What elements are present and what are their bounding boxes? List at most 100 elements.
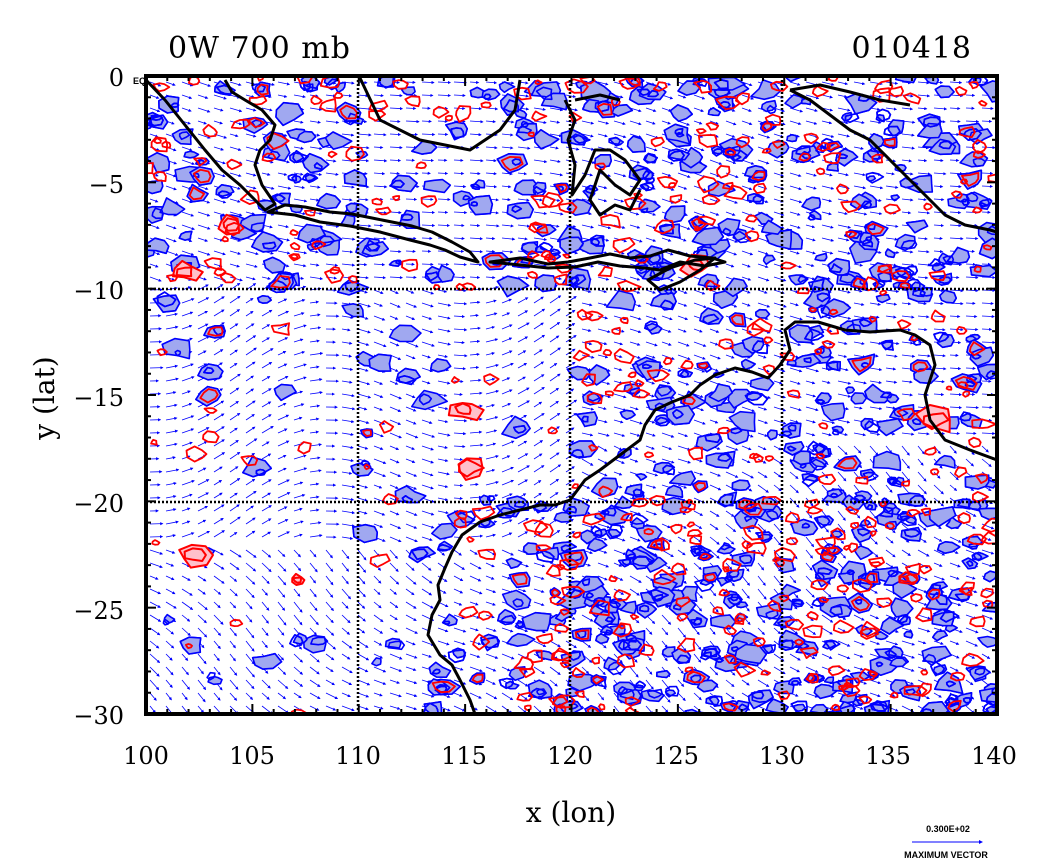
wind-vector (229, 250, 241, 255)
wind-vector (389, 93, 403, 98)
wind-vector (565, 146, 580, 151)
wind-vector (917, 237, 928, 241)
wind-vector (437, 119, 448, 123)
wind-vector (613, 198, 625, 203)
wind-vector (197, 211, 211, 217)
wind-vector (789, 211, 801, 216)
wind-vector (341, 250, 354, 254)
wind-vector (149, 107, 161, 113)
wind-vector (373, 211, 388, 215)
wind-vector (837, 237, 850, 242)
wind-vector (181, 250, 195, 256)
negative-contour (656, 670, 671, 679)
wind-vector (213, 120, 223, 125)
wind-vector (405, 106, 417, 110)
wind-vector (373, 133, 387, 137)
wind-vector (789, 224, 801, 229)
wind-vector (549, 172, 564, 177)
wind-vector (805, 250, 816, 255)
wind-vector (965, 392, 976, 396)
wind-vector (213, 211, 226, 217)
wind-vector (517, 224, 531, 228)
wind-vector (469, 133, 482, 137)
wind-vector (789, 159, 800, 164)
wind-vector (837, 81, 849, 86)
wind-vector (437, 210, 449, 214)
wind-vector (933, 107, 948, 111)
wind-vector (517, 276, 530, 280)
wind-vector (581, 120, 595, 125)
wind-vector (469, 237, 483, 241)
wind-vector (309, 263, 320, 267)
wind-vector (549, 107, 564, 112)
wind-vector (421, 223, 436, 228)
wind-vector (773, 211, 785, 216)
wind-vector (661, 172, 672, 177)
wind-vector (309, 107, 323, 112)
wind-vector (501, 224, 514, 228)
wind-vector (805, 94, 820, 100)
wind-vector (789, 172, 802, 178)
wind-vector (709, 159, 723, 165)
wind-vector (613, 276, 628, 282)
wind-vector (309, 198, 320, 202)
wind-vector (469, 171, 481, 176)
wind-vector (853, 159, 866, 164)
wind-vector (981, 171, 994, 175)
wind-vector (325, 159, 337, 163)
wind-vector (853, 120, 865, 125)
negative-contour (826, 162, 839, 172)
negative-contour (256, 295, 272, 304)
wind-vector (501, 250, 514, 254)
wind-vector (261, 276, 271, 280)
wind-vector (981, 327, 993, 331)
wind-vector (853, 211, 868, 216)
wind-vector (837, 172, 849, 177)
wind-vector (949, 158, 960, 162)
wind-vector (389, 158, 402, 163)
wind-vector (437, 80, 452, 85)
wind-vector (181, 81, 194, 87)
wind-vector (613, 146, 624, 151)
wind-vector (437, 197, 451, 202)
wind-vector (469, 223, 481, 228)
wind-vector (245, 146, 259, 152)
wind-vector (885, 172, 895, 176)
wind-vector (917, 81, 930, 85)
wind-vector (517, 237, 528, 241)
wind-vector (629, 159, 641, 164)
negative-contour (887, 119, 905, 137)
wind-vector (213, 198, 227, 204)
wind-vector (981, 145, 996, 150)
wind-vector (373, 172, 386, 176)
negative-contour (939, 289, 957, 304)
wind-vector (517, 198, 530, 202)
wind-vector (261, 172, 271, 176)
wind-vector (837, 94, 848, 98)
wind-vector (165, 185, 177, 191)
wind-vector (293, 172, 304, 176)
wind-vector (629, 133, 642, 139)
wind-vector (469, 159, 484, 163)
wind-vector (901, 146, 915, 150)
wind-vector (229, 172, 242, 178)
wind-vector (453, 184, 467, 189)
wind-vector (661, 159, 674, 165)
wind-vector (293, 198, 308, 203)
wind-vector (373, 237, 387, 241)
wind-vector (581, 146, 595, 151)
wind-vector (309, 276, 324, 281)
wind-vector (661, 198, 675, 204)
wind-vector (357, 276, 369, 280)
wind-vector (229, 146, 242, 151)
map-area (146, 76, 997, 714)
wind-vector (933, 223, 945, 228)
wind-vector (277, 237, 290, 242)
wind-vector (245, 250, 259, 256)
wind-vector (533, 237, 548, 242)
wind-vector (485, 119, 496, 124)
wind-vector (485, 81, 498, 85)
wind-vector (181, 185, 192, 190)
wind-vector (741, 133, 755, 139)
wind-vector (485, 224, 500, 228)
